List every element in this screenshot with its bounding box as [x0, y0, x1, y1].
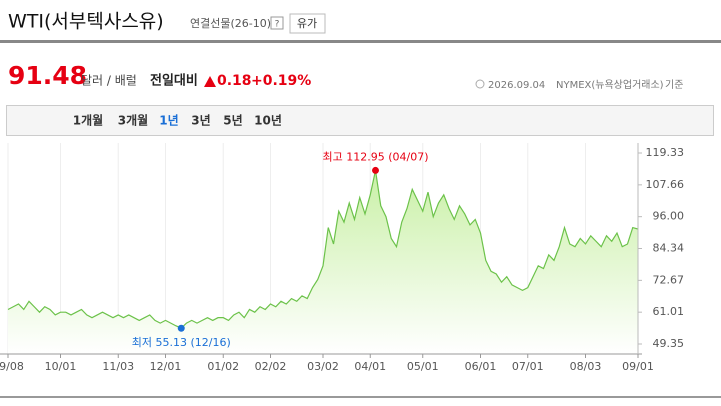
tab[interactable]: 3개월 [118, 113, 148, 128]
x-tick-label: 12/01 [150, 360, 182, 373]
help[interactable]: ? [275, 20, 280, 30]
bottom-divider [0, 396, 721, 398]
button-box[interactable] [289, 13, 326, 34]
divider [0, 40, 721, 43]
y-tick-label: 96.00 [653, 210, 685, 223]
x-tick-label: 06/01 [465, 360, 497, 373]
tab[interactable]: 1개월 [73, 113, 103, 128]
line [7, 170, 639, 329]
change-pct: +0.19% [251, 73, 311, 89]
basis: 기준 [665, 79, 683, 91]
low-label: 최저 55.13 (12/16) [132, 336, 231, 349]
x-tick-label: 09/08 [0, 360, 24, 373]
exchange: NYMEX(뉴욕상업거래소) [556, 78, 664, 91]
clock-icon [475, 79, 485, 89]
x-tick-label: 03/02 [307, 360, 339, 373]
x-tick-label: 10/01 [45, 360, 77, 373]
y-tick-label: 61.01 [653, 305, 685, 318]
tab[interactable]: 5년 [223, 114, 242, 128]
x-tick-label: 02/02 [255, 360, 287, 373]
low-point [177, 324, 185, 332]
x-tick-label: 01/02 [207, 360, 239, 373]
subtitle: 연결선물(26-10) [190, 17, 271, 30]
x-tick-label: 07/01 [512, 360, 544, 373]
high-label: 최고 112.95 (04/07) [322, 150, 428, 163]
y-tick-label: 72.67 [653, 273, 685, 286]
y-tick-label: 49.35 [653, 337, 685, 350]
tab[interactable]: 1년 [159, 114, 178, 128]
y-tick-label: 107.66 [646, 178, 685, 191]
price: 91.48 [8, 61, 87, 90]
change: 0.18 [217, 73, 252, 89]
unit: 달러 / 배럴 [81, 74, 137, 88]
tab[interactable]: 3년 [191, 114, 210, 128]
area [8, 170, 638, 354]
date: 2026.09.04 [488, 80, 545, 91]
x-tick-label: 05/01 [407, 360, 439, 373]
up-icon [204, 76, 216, 87]
y-tick-label: 119.33 [646, 146, 685, 159]
x-tick-label: 08/03 [570, 360, 602, 373]
high-point [372, 166, 379, 174]
button[interactable]: 유가 [297, 17, 317, 30]
help-box[interactable] [270, 16, 284, 30]
tab-bar [6, 105, 714, 136]
x-tick-label: 09/01 [622, 360, 654, 373]
change-label: 전일대비 [150, 73, 198, 89]
x-tick-label: 04/01 [354, 360, 386, 373]
tab[interactable]: 10년 [254, 114, 282, 128]
y-tick-label: 84.34 [653, 242, 685, 255]
title: WTI(서부텍사스유) [8, 11, 164, 33]
x-tick-label: 11/03 [102, 360, 134, 373]
